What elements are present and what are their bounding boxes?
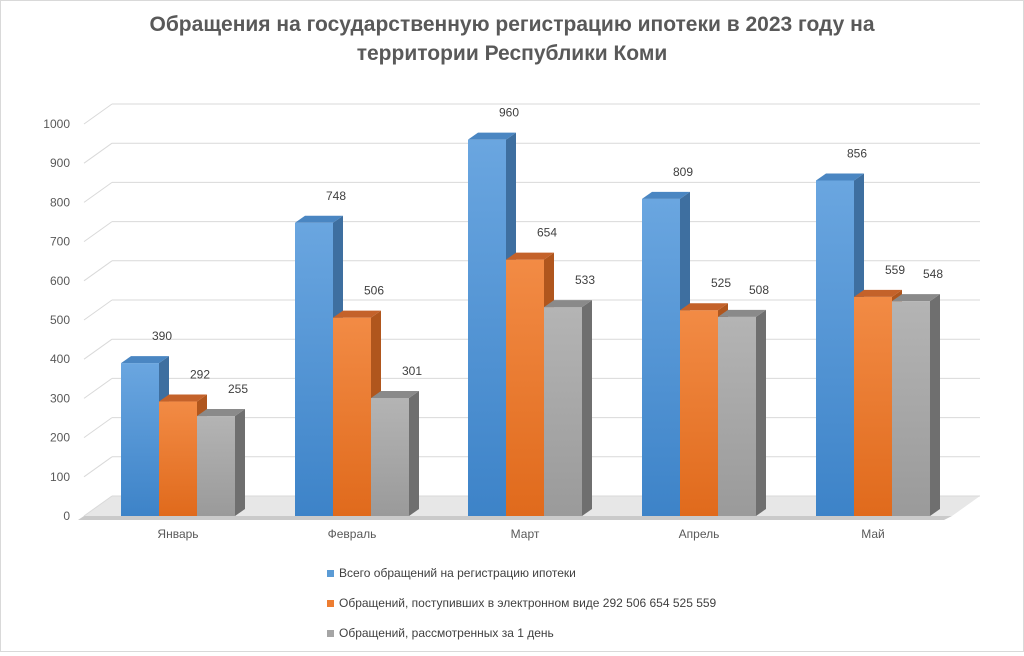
bar-top-0-0 (121, 356, 169, 364)
y-tick-label-10: 1000 (43, 117, 70, 131)
data-label-2-1: 654 (537, 226, 557, 240)
chart-title-line-2: территории Республики Коми (356, 42, 668, 65)
bar-1-2 (371, 398, 409, 516)
gridline-depth-6 (83, 260, 113, 282)
legend-label-total: Всего обращений на регистрацию ипотеки (339, 566, 576, 580)
bar-top-3-0 (642, 191, 690, 199)
y-tick-label-3: 300 (50, 391, 70, 405)
bar-2-2 (544, 307, 582, 516)
bar-top-1-1 (333, 310, 381, 318)
bar-top-3-2 (718, 309, 766, 317)
bar-layer (121, 132, 940, 516)
legend-swatch-blue (327, 569, 334, 577)
data-label-1-0: 748 (326, 189, 346, 203)
bar-4-0 (816, 180, 854, 516)
y-tick-label-6: 600 (50, 274, 70, 288)
y-tick-label-2: 200 (50, 431, 70, 445)
data-label-4-1: 559 (885, 263, 905, 277)
y-tick-label-7: 700 (50, 235, 70, 249)
bar-side-0-2 (235, 409, 245, 516)
x-tick-label-0: Январь (157, 527, 198, 541)
data-label-3-1: 525 (711, 276, 731, 290)
gridline-depth-1 (83, 456, 113, 478)
gridline-depth-9 (83, 142, 113, 164)
data-label-1-2: 301 (402, 364, 422, 378)
bar-side-1-2 (409, 391, 419, 516)
legend-swatch-orange (327, 599, 334, 607)
data-label-3-0: 809 (673, 165, 693, 179)
data-label-4-2: 548 (923, 267, 943, 281)
data-label-0-1: 292 (190, 368, 210, 382)
chart-title: Обращения на государственную регистрацию… (0, 10, 1024, 68)
bar-1-1 (333, 317, 371, 516)
data-label-4-0: 856 (847, 146, 867, 160)
y-tick-label-9: 900 (50, 156, 70, 170)
bar-3-0 (642, 198, 680, 516)
gridline-depth-8 (83, 181, 113, 203)
x-tick-label-2: Март (511, 527, 540, 541)
y-tick-label-8: 800 (50, 195, 70, 209)
gridline-depth-10 (83, 103, 113, 125)
bar-3-2 (718, 316, 756, 516)
data-label-3-2: 508 (749, 283, 769, 297)
x-tick-label-3: Апрель (679, 527, 720, 541)
bar-2-0 (468, 139, 506, 516)
legend-label-electronic: Обращений, поступивших в электронном вид… (339, 596, 717, 610)
bar-top-0-1 (159, 394, 207, 402)
data-label-2-2: 533 (575, 273, 595, 287)
y-tick-label-5: 500 (50, 313, 70, 327)
data-label-0-0: 390 (152, 329, 172, 343)
x-tick-label-1: Февраль (328, 527, 377, 541)
bar-1-0 (295, 222, 333, 516)
bar-side-4-2 (930, 294, 940, 516)
bar-0-0 (121, 363, 159, 516)
legend-item-total: Всего обращений на регистрацию ипотеки (327, 566, 716, 580)
bar-top-1-2 (371, 391, 419, 399)
bar-0-1 (159, 401, 197, 516)
label-layer: 0 100 200 300 400 500 600 700 800 900 1000 390 292 25… (43, 106, 943, 541)
chart-title-line-1: Обращения на государственную регистрацию… (149, 13, 875, 36)
legend-label-one-day: Обращений, рассмотренных за 1 день (339, 626, 554, 640)
bar-4-2 (892, 301, 930, 516)
x-tick-label-4: Май (861, 527, 885, 541)
legend-item-one-day: Обращений, рассмотренных за 1 день (327, 626, 716, 640)
gridline-depth-3 (83, 377, 113, 399)
y-tick-label-1: 100 (50, 470, 70, 484)
chart-floor-edge (78, 516, 952, 520)
y-tick-label-0: 0 (63, 509, 70, 523)
data-label-1-1: 506 (364, 284, 384, 298)
bar-top-2-1 (506, 252, 554, 260)
bar-top-0-2 (197, 409, 245, 417)
bar-top-2-0 (468, 132, 516, 140)
bar-side-2-2 (582, 300, 592, 516)
bar-3-1 (680, 310, 718, 516)
data-label-2-0: 960 (499, 106, 519, 120)
gridline-depth-0 (83, 495, 113, 517)
legend-swatch-gray (327, 629, 334, 637)
bar-4-1 (854, 296, 892, 516)
bar-top-3-1 (680, 303, 728, 311)
bar-0-2 (197, 416, 235, 516)
data-label-0-2: 255 (228, 382, 248, 396)
bar-top-1-0 (295, 215, 343, 223)
bar-side-3-2 (756, 309, 766, 516)
gridline-depth-2 (83, 417, 113, 439)
legend: Всего обращений на регистрацию ипотеки О… (327, 566, 716, 656)
bar-2-1 (506, 259, 544, 516)
y-tick-label-4: 400 (50, 352, 70, 366)
bar-top-4-0 (816, 173, 864, 181)
legend-item-electronic: Обращений, поступивших в электронном вид… (327, 596, 716, 610)
bar-top-4-1 (854, 289, 902, 297)
bar-top-2-2 (544, 300, 592, 308)
gridline-depth-5 (83, 299, 113, 321)
bar-top-4-2 (892, 294, 940, 302)
gridline-depth-4 (83, 338, 113, 360)
gridline-depth-7 (83, 221, 113, 243)
